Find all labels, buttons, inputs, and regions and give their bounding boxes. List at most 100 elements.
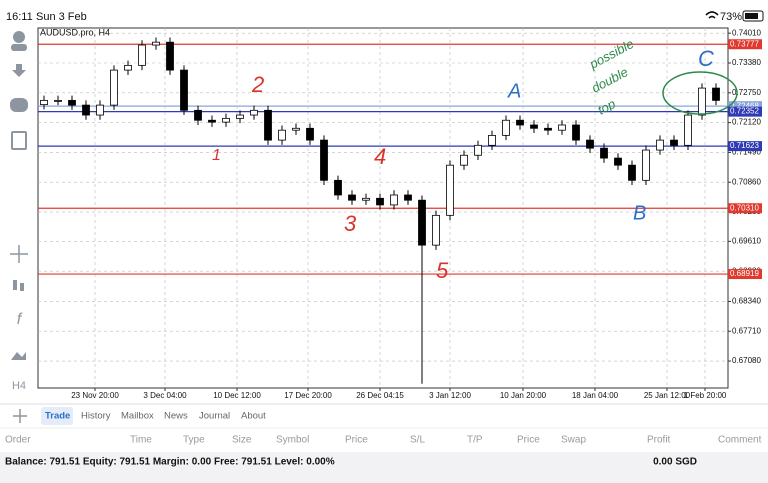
column-header: Swap bbox=[561, 435, 586, 446]
objects-icon[interactable] bbox=[11, 352, 26, 360]
candle-body bbox=[656, 139, 664, 151]
y-tick-label: 0.70860 bbox=[732, 177, 761, 186]
candle-body bbox=[516, 119, 524, 126]
candle-body bbox=[502, 119, 510, 136]
candle-body bbox=[82, 104, 90, 116]
candle-body bbox=[138, 44, 146, 66]
column-header: Time bbox=[130, 435, 152, 446]
tab[interactable]: Mailbox bbox=[121, 411, 154, 422]
annotation: top bbox=[595, 96, 618, 118]
footer-total: 0.00 SGD bbox=[653, 457, 697, 468]
wifi-icon bbox=[705, 11, 719, 19]
candle-body bbox=[152, 41, 160, 46]
candle-body bbox=[208, 119, 216, 123]
candle-body bbox=[110, 69, 118, 106]
column-header: Price bbox=[517, 435, 540, 446]
footer-bar bbox=[0, 452, 768, 483]
candle-body bbox=[432, 214, 440, 246]
column-header: Comment bbox=[718, 435, 762, 446]
candle-body bbox=[670, 139, 678, 146]
account-icon[interactable] bbox=[13, 31, 25, 43]
x-tick-label: 18 Jan 04:00 bbox=[572, 391, 619, 400]
toolbar bbox=[10, 31, 28, 360]
annotation: A bbox=[507, 80, 521, 102]
candle-body bbox=[292, 127, 300, 131]
trade-icon[interactable] bbox=[12, 64, 26, 77]
y-tick-label: 0.67710 bbox=[732, 326, 761, 335]
x-tick-label: 17 Dec 20:00 bbox=[284, 391, 332, 400]
candle-body bbox=[180, 69, 188, 111]
candle-body bbox=[348, 194, 356, 201]
tab[interactable]: Trade bbox=[45, 411, 70, 422]
candle-body bbox=[264, 109, 272, 141]
candle-body bbox=[614, 157, 622, 166]
tab[interactable]: History bbox=[81, 411, 111, 422]
chart: 0.74010 0.73380 0.72750 0.72120 0.71490 0.708… bbox=[38, 28, 762, 400]
y-tick-label: 0.72120 bbox=[732, 118, 761, 127]
add-order-button[interactable] bbox=[13, 409, 27, 423]
tabs: Trade History Mailbox News Journal About bbox=[41, 407, 266, 425]
candle-body bbox=[488, 134, 496, 146]
indicator-icon-b bbox=[20, 283, 24, 291]
annotation: 3 bbox=[344, 211, 357, 236]
footer-summary: Balance: 791.51 Equity: 791.51 Margin: 0… bbox=[5, 457, 335, 468]
candle-body bbox=[306, 127, 314, 141]
y-tick-label: 0.67080 bbox=[732, 356, 761, 365]
annotation: B bbox=[633, 202, 646, 224]
column-header: T/P bbox=[467, 435, 483, 446]
formula-icon[interactable]: f bbox=[17, 311, 23, 328]
candle-body bbox=[250, 109, 258, 116]
candle-body bbox=[40, 99, 48, 106]
level-label-bg bbox=[728, 101, 762, 112]
candle-body bbox=[712, 87, 720, 101]
candle-body bbox=[628, 164, 636, 181]
indicator-icon[interactable] bbox=[13, 280, 17, 290]
candle-body bbox=[236, 114, 244, 119]
annotation: C bbox=[698, 46, 714, 71]
column-header: Price bbox=[345, 435, 368, 446]
new-chart-icon[interactable] bbox=[11, 131, 27, 150]
candle-body bbox=[68, 99, 76, 106]
level-label: 0.72468 bbox=[730, 101, 759, 110]
level-label-bg bbox=[728, 269, 762, 280]
x-tick-label: 23 Nov 20:00 bbox=[71, 391, 119, 400]
x-tick-label: 3 Dec 04:00 bbox=[143, 391, 187, 400]
candle-body bbox=[194, 109, 202, 121]
candle-body bbox=[600, 147, 608, 159]
tab[interactable]: About bbox=[241, 411, 266, 422]
level-label-bg bbox=[728, 39, 762, 50]
x-tick-label: 10 Jan 20:00 bbox=[500, 391, 547, 400]
battery-level bbox=[745, 13, 758, 19]
candle-body bbox=[320, 139, 328, 181]
level-label-bg bbox=[728, 203, 762, 214]
y-tick-label: 0.71490 bbox=[732, 148, 761, 157]
y-tick-label: 0.74010 bbox=[732, 28, 761, 37]
account-icon-body bbox=[11, 44, 27, 51]
column-header: Size bbox=[232, 435, 252, 446]
column-header: Type bbox=[183, 435, 205, 446]
candle-body bbox=[418, 199, 426, 246]
annotation-ellipse bbox=[662, 71, 738, 115]
chart-title: AUDUSD.pro, H4 bbox=[40, 27, 110, 37]
x-tick-label: 10 Dec 12:00 bbox=[213, 391, 261, 400]
level-label: 0.72352 bbox=[730, 107, 759, 116]
level-label: 0.71623 bbox=[730, 141, 759, 150]
annotation: 1 bbox=[212, 147, 221, 164]
column-header: Symbol bbox=[276, 435, 309, 446]
tab[interactable]: Journal bbox=[199, 411, 230, 422]
candle-body bbox=[376, 197, 384, 206]
x-tick-label: 25 Jan 12:00 bbox=[644, 391, 691, 400]
tab[interactable]: News bbox=[164, 411, 188, 422]
x-tick-label: 3 Jan 12:00 bbox=[429, 391, 471, 400]
crosshair-icon[interactable] bbox=[10, 245, 28, 263]
candle-body bbox=[460, 154, 468, 166]
candle-body bbox=[96, 104, 104, 116]
timeframe-button[interactable]: H4 bbox=[12, 380, 26, 392]
candle-body bbox=[278, 129, 286, 141]
chat-icon[interactable] bbox=[10, 98, 28, 112]
level-label: 0.70310 bbox=[730, 203, 759, 212]
status-date: Sun 3 Feb bbox=[36, 11, 87, 23]
level-label: 0.73777 bbox=[730, 39, 759, 48]
candle-body bbox=[446, 164, 454, 216]
